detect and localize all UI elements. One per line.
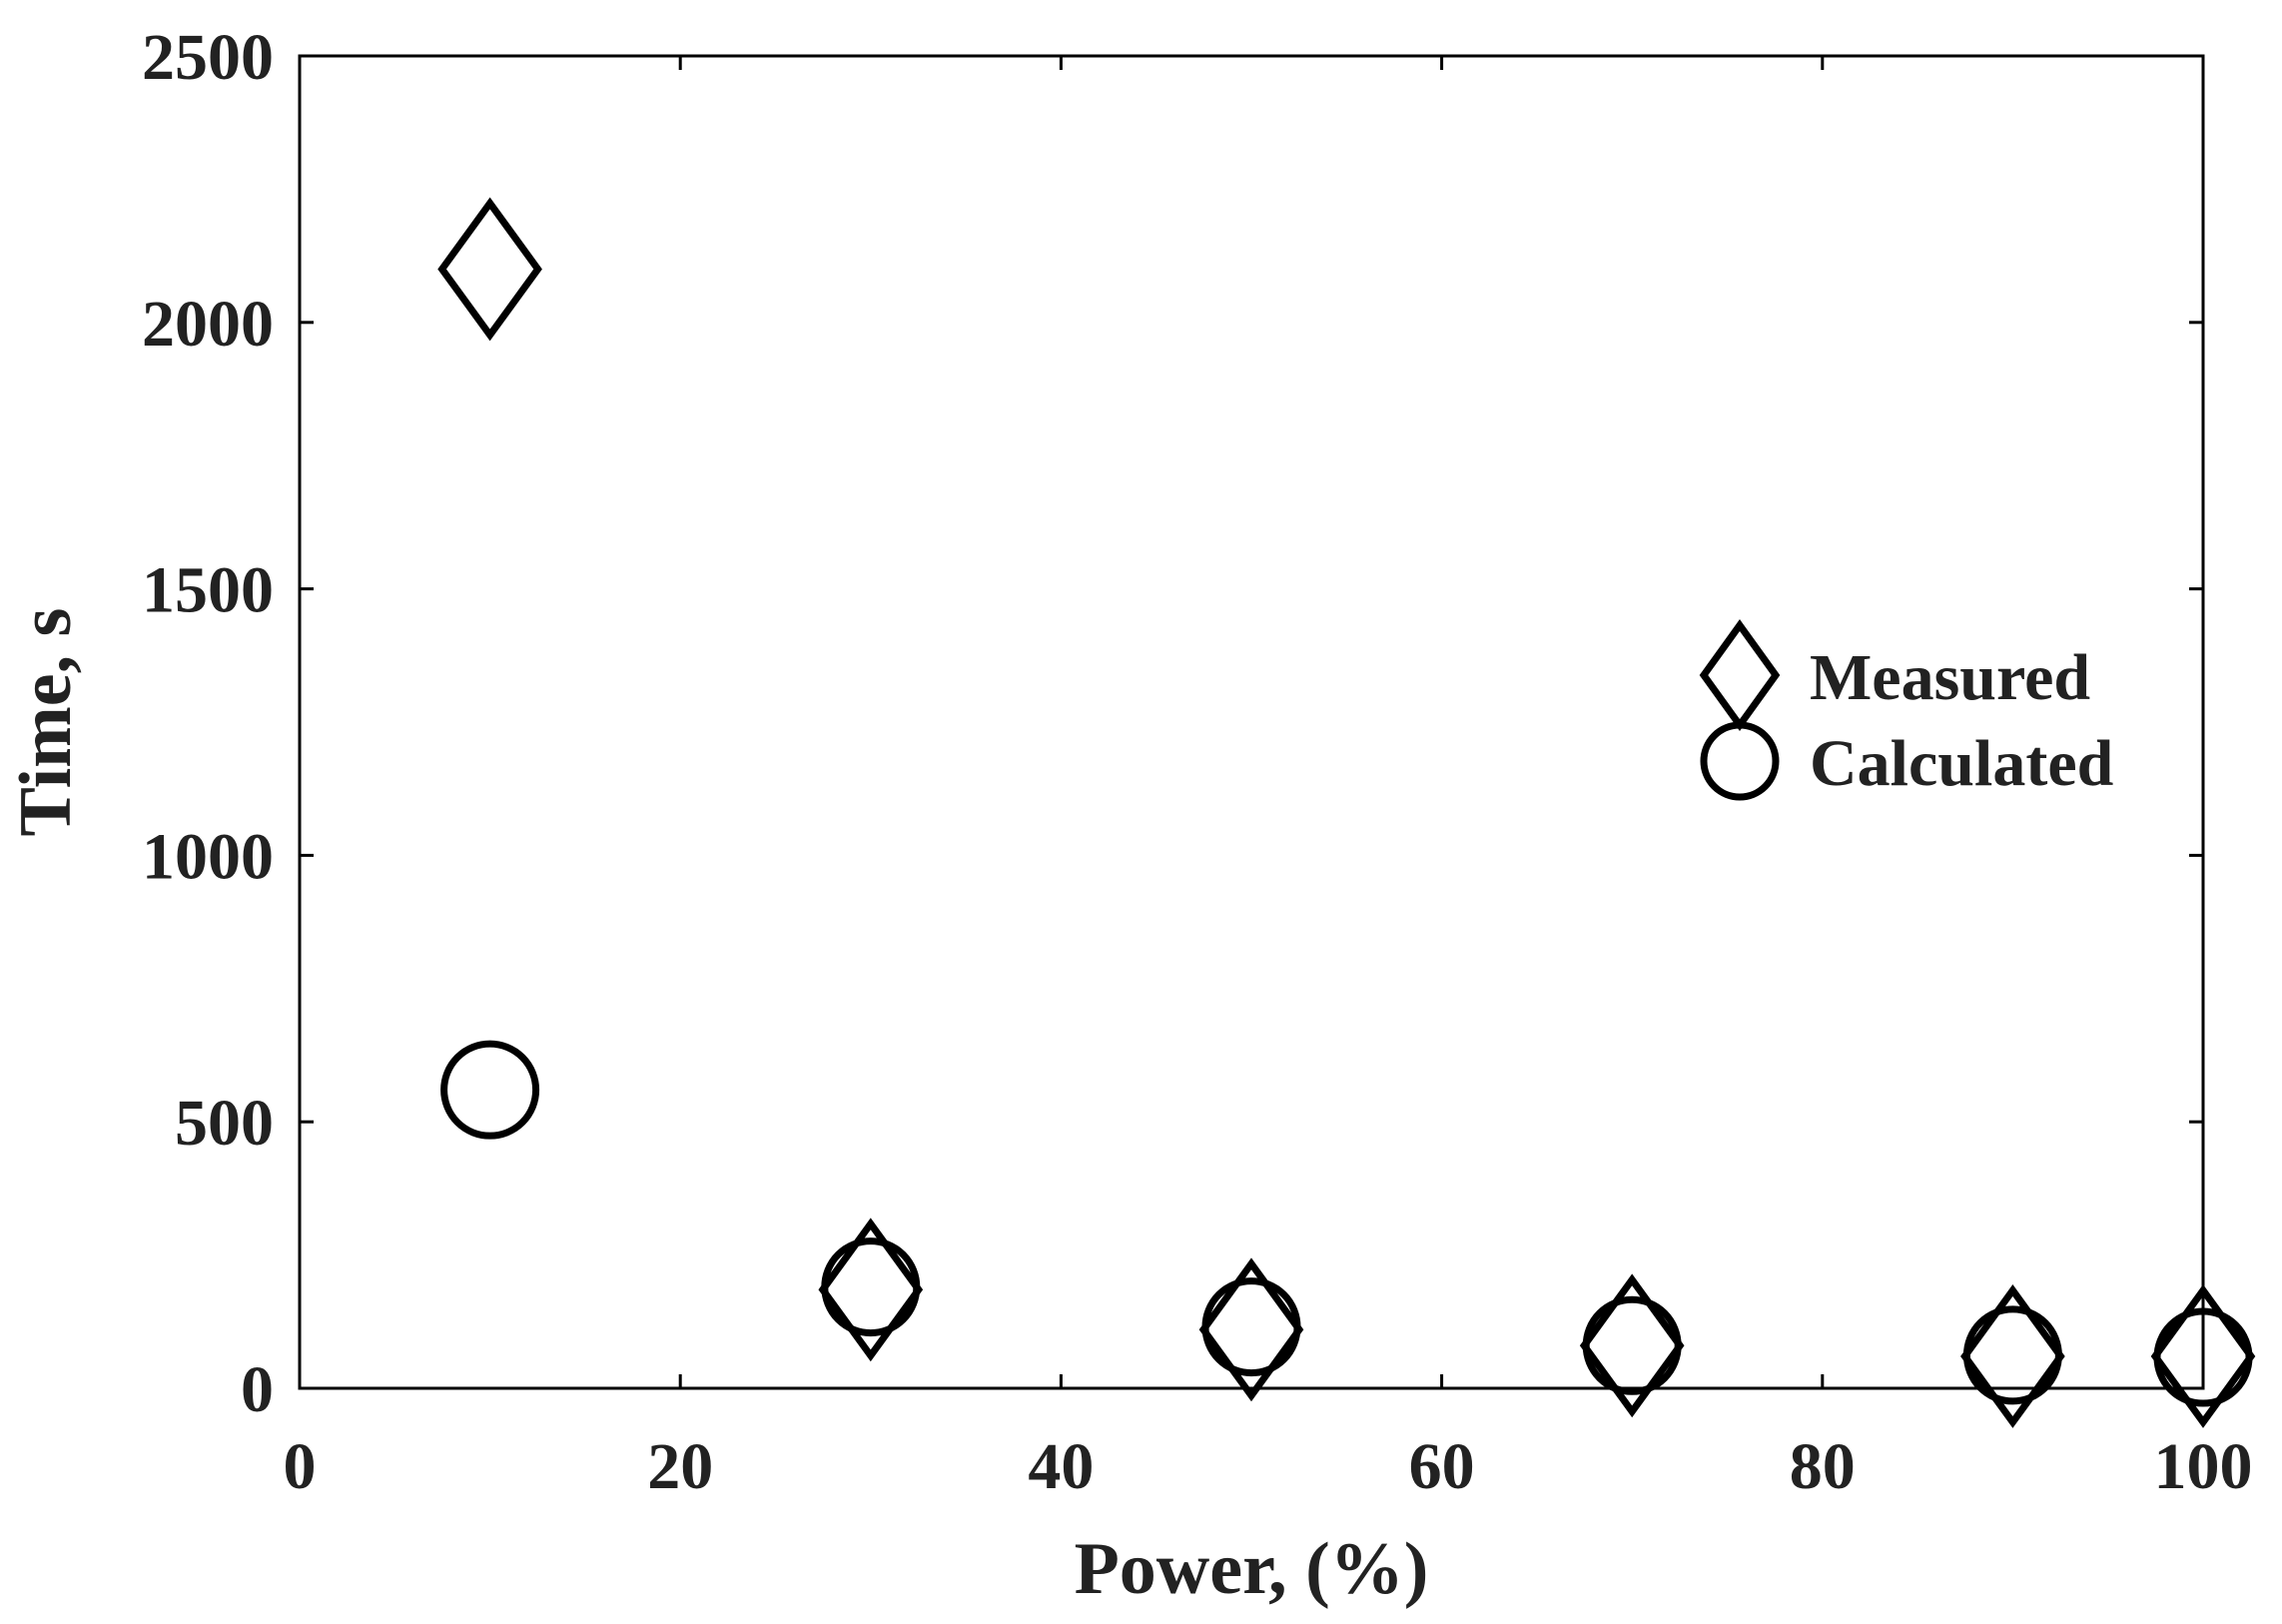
y-tick-label: 1000 [142, 820, 274, 893]
calculated-point [821, 1237, 921, 1337]
measured-point [2150, 1284, 2256, 1428]
legend-label: Calculated [1810, 727, 2113, 800]
y-tick-label: 2500 [142, 21, 274, 94]
measured-point [437, 197, 542, 342]
y-tick-label: 2000 [142, 288, 274, 361]
y-tick-label: 0 [241, 1353, 274, 1426]
calculated-point [1962, 1305, 2062, 1405]
axis-ticks [298, 54, 2205, 1390]
y-tick-label: 500 [175, 1087, 274, 1160]
x-tick-label: 80 [1790, 1430, 1856, 1503]
measured-point [1198, 1257, 1304, 1402]
x-axis-label: Power, (%) [1075, 1528, 1429, 1610]
legend-calculated-symbol [1700, 721, 1780, 801]
calculated-point [1582, 1295, 1682, 1395]
x-tick-label: 60 [1409, 1430, 1475, 1503]
legend: Measured Calculated [1699, 619, 2113, 801]
y-axis-label: Time, s [5, 608, 87, 837]
y-tick-label: 1500 [142, 554, 274, 627]
measured-point [1960, 1284, 2065, 1428]
x-tick-label: 20 [647, 1430, 713, 1503]
plot-frame [298, 54, 2205, 1390]
x-tick-label: 0 [284, 1430, 317, 1503]
calculated-point [2153, 1307, 2253, 1407]
legend-label: Measured [1810, 641, 2090, 714]
data-markers [437, 197, 2256, 1428]
calculated-point [1201, 1277, 1301, 1377]
measured-point [818, 1218, 924, 1362]
x-tick-label: 100 [2154, 1430, 2253, 1503]
legend-measured-symbol [1699, 619, 1781, 731]
measured-point [1579, 1273, 1685, 1418]
x-tick-label: 40 [1028, 1430, 1094, 1503]
calculated-point [440, 1040, 540, 1140]
